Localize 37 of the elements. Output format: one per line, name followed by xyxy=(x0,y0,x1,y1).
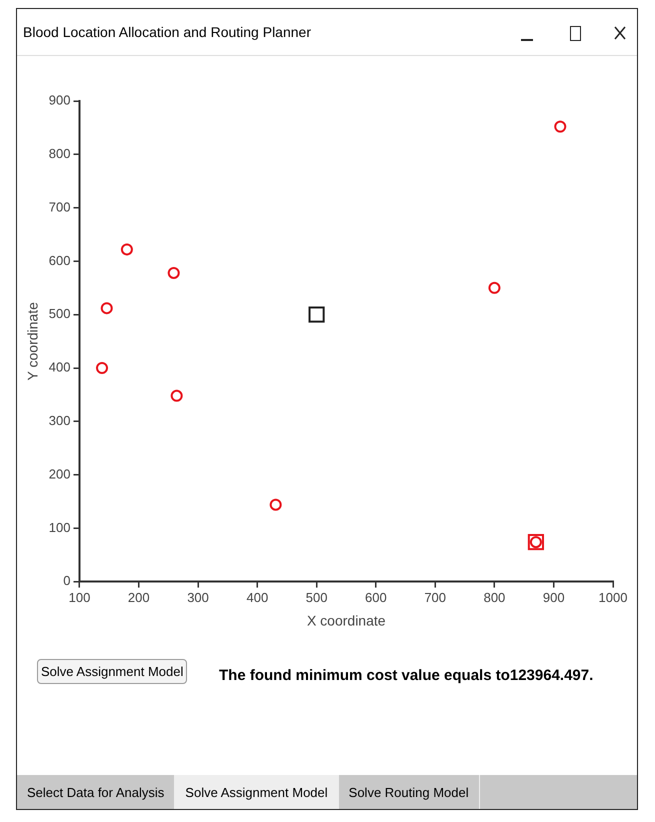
y-tick-label: 0 xyxy=(63,573,70,588)
x-tick-label: 200 xyxy=(128,590,150,605)
y-tick-label: 900 xyxy=(48,92,70,108)
y-tick-label: 800 xyxy=(48,146,70,161)
x-axis-title: X coordinate xyxy=(306,612,386,628)
point xyxy=(168,266,180,279)
text: Solve Routing Model xyxy=(338,775,480,809)
point xyxy=(308,306,325,323)
y-tick-label: 500 xyxy=(48,306,70,322)
point xyxy=(100,302,113,314)
y-tick-label: 400 xyxy=(48,360,70,375)
point xyxy=(170,390,183,402)
x-tick-label: 900 xyxy=(542,590,565,605)
point xyxy=(554,120,566,133)
x-tick-label: 100 xyxy=(68,590,90,605)
point xyxy=(488,282,500,294)
x-tick-label: 400 xyxy=(246,590,268,605)
text: Solve Assignment Model xyxy=(175,775,339,809)
x-tick-label: 300 xyxy=(187,590,209,605)
y-tick-label: 100 xyxy=(48,520,70,535)
point xyxy=(96,362,108,374)
text: The found minimum cost value equals to123964.497. xyxy=(219,667,594,684)
y-tick-label: 300 xyxy=(48,412,70,428)
point xyxy=(120,243,133,256)
x-tick-label: 500 xyxy=(306,590,328,605)
x-tick-label: 1000 xyxy=(598,590,628,605)
y-axis-title: Y coordinate xyxy=(24,302,40,380)
text: Solve Assignment Model xyxy=(37,659,188,684)
chart-title: Blood Location Allocation and Routing Planner xyxy=(23,24,311,40)
point xyxy=(270,498,282,511)
x-tick-label: 600 xyxy=(365,590,387,605)
y-tick-label: 600 xyxy=(48,252,70,268)
x-tick-label: 800 xyxy=(484,590,506,605)
text: Select Data for Analysis xyxy=(17,775,176,809)
y-tick-label: 200 xyxy=(48,466,70,482)
x-tick-label: 700 xyxy=(424,590,446,605)
y-tick-label: 700 xyxy=(48,199,70,214)
